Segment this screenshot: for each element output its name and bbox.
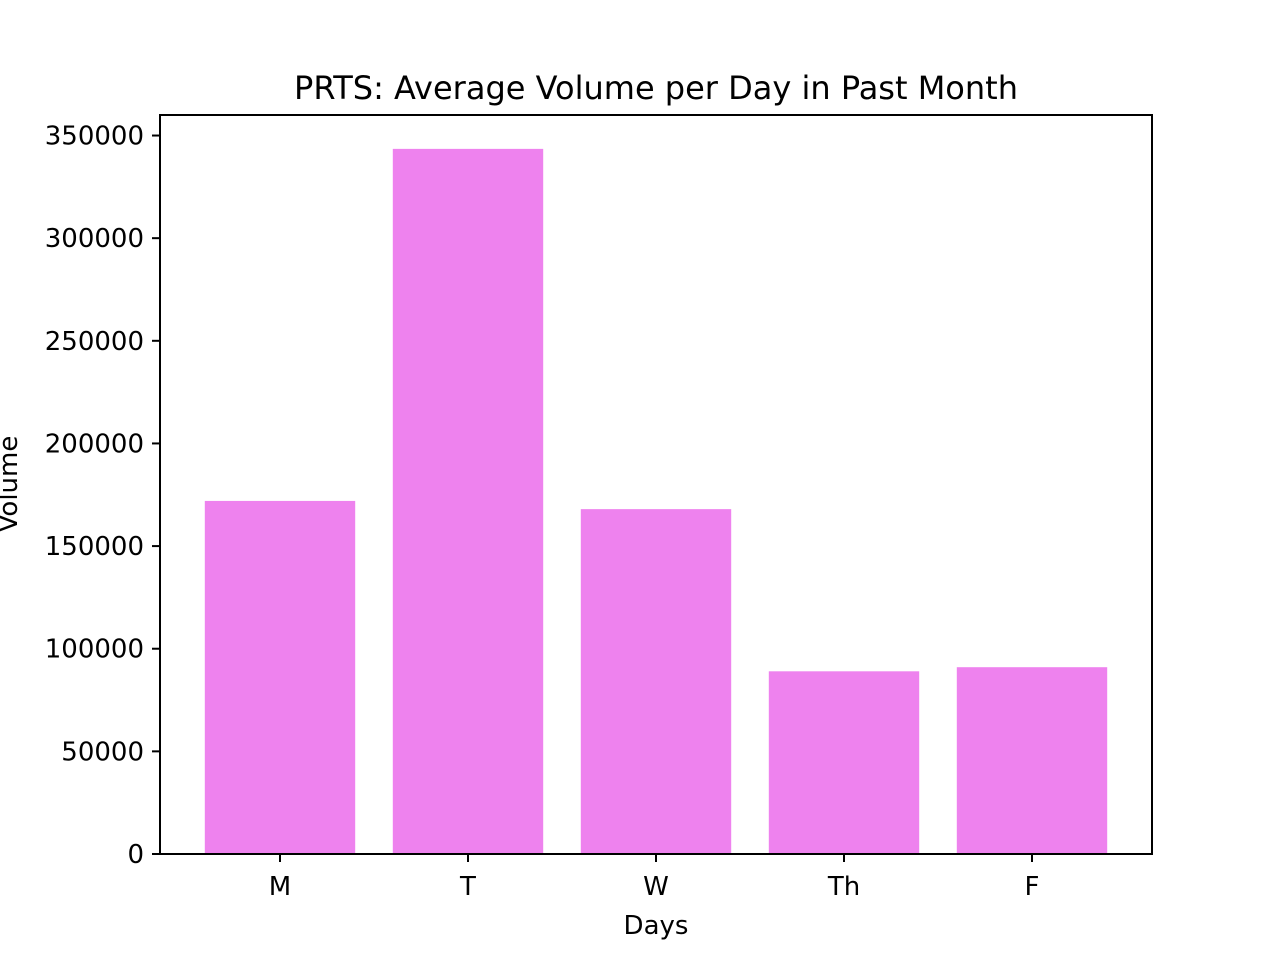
y-tick-label: 350000 (45, 122, 144, 152)
bar-w (580, 509, 732, 854)
x-tick-label: M (269, 872, 291, 902)
bar-f (956, 667, 1108, 854)
y-tick-label: 50000 (61, 737, 144, 767)
y-tick-label: 250000 (45, 327, 144, 357)
bar-m (204, 500, 356, 854)
y-tick-label: 100000 (45, 635, 144, 665)
y-tick-label: 300000 (45, 224, 144, 254)
x-tick-label: F (1025, 872, 1040, 902)
x-tick-label: Th (827, 872, 860, 902)
y-tick-label: 200000 (45, 429, 144, 459)
plot-frame (159, 114, 1153, 855)
bars-group (204, 148, 1108, 854)
x-tick-label: T (459, 872, 476, 902)
y-tick-label: 150000 (45, 532, 144, 562)
chart-title: PRTS: Average Volume per Day in Past Mon… (294, 69, 1018, 107)
x-tick-label: W (643, 872, 669, 902)
y-axis-ticks: 0 50000 100000 150000 200000 250000 300000 3500… (45, 122, 160, 870)
y-axis-label: Volume (0, 436, 24, 533)
bar-t (392, 148, 544, 854)
y-tick-label: 0 (127, 840, 144, 870)
x-axis-label: Days (624, 911, 689, 941)
bar-th (768, 671, 920, 854)
x-axis-ticks: M T W Th F (269, 854, 1040, 902)
